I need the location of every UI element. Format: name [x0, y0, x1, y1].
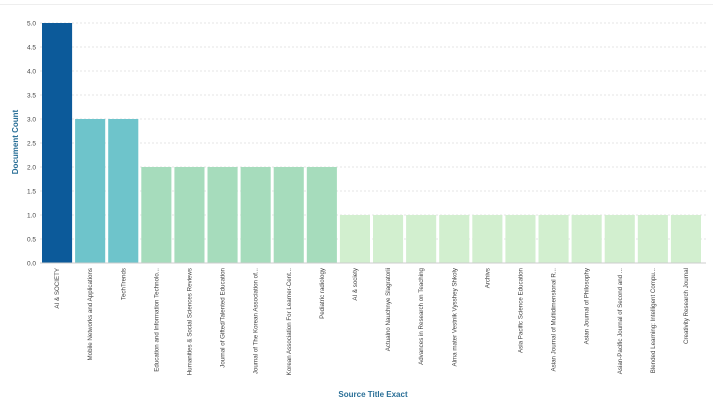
y-tick-label: 2.5 — [27, 141, 36, 148]
bar[interactable] — [42, 23, 73, 263]
x-tick-label: TechTrends — [120, 268, 127, 300]
bar[interactable] — [75, 119, 106, 263]
x-tick-label: Creativity Research Journal — [683, 268, 690, 344]
y-tick-label: 5.0 — [27, 21, 36, 28]
y-tick-label: 0.5 — [27, 237, 36, 244]
y-tick-label: 3.0 — [27, 117, 36, 124]
x-tick-label: Pediatric radiology — [319, 267, 326, 319]
bar[interactable] — [273, 167, 304, 263]
bar[interactable] — [637, 215, 668, 263]
bar[interactable] — [604, 215, 635, 263]
top-divider — [0, 4, 713, 5]
y-tick-label: 4.5 — [27, 45, 36, 52]
bar[interactable] — [439, 215, 470, 263]
y-tick-label: 1.0 — [27, 213, 36, 220]
x-tick-label: Asian Journal of Philosophy — [584, 267, 591, 344]
bar[interactable] — [141, 167, 172, 263]
gridlines — [40, 22, 706, 240]
bar[interactable] — [571, 215, 602, 263]
x-axis-labels: AI & SOCIETY Mobile Networks and Applicat… — [54, 267, 690, 375]
bar[interactable] — [538, 215, 569, 263]
x-tick-label: Archivs — [484, 268, 491, 288]
bar[interactable] — [207, 167, 238, 263]
bar[interactable] — [472, 215, 503, 263]
bars — [42, 23, 701, 263]
bar[interactable] — [505, 215, 536, 263]
x-tick-label: Blended Learning: Intelligent Compu... — [650, 268, 657, 374]
x-tick-label: AI & SOCIETY — [54, 268, 61, 309]
bar[interactable] — [339, 215, 370, 263]
bar[interactable] — [240, 167, 271, 263]
x-tick-label: Asian-Pacific Journal of Second and ... — [617, 268, 624, 375]
x-tick-label: Journal of The Korean Association of... — [253, 268, 260, 374]
y-axis-ticks: 0.0 0.5 1.0 1.5 2.0 2.5 3.0 3.5 4.0 4.5 5.0 — [27, 21, 36, 268]
bar[interactable] — [406, 215, 437, 263]
x-tick-label: Mobile Networks and Applications — [87, 268, 94, 361]
y-axis-title: Document Count — [11, 109, 20, 174]
x-tick-label: Asian Journal of Multidimensional R... — [551, 268, 558, 372]
bar[interactable] — [174, 167, 205, 263]
bar[interactable] — [108, 119, 139, 263]
x-tick-label: Asia Pacific Science Education — [517, 267, 524, 353]
y-tick-label: 2.0 — [27, 165, 36, 172]
x-tick-label: Actualno Nauchnye Slagratorii — [385, 268, 392, 351]
x-tick-label: Alma mater Vestnik Vysshey Shkoly — [451, 267, 458, 366]
x-tick-label: Humanities & Social Sciences Reviews — [186, 268, 193, 375]
x-tick-label: Education and Information Technolo... — [153, 268, 160, 372]
x-tick-label: Korean Association For Learner-Cent... — [286, 268, 293, 376]
bar[interactable] — [373, 215, 404, 263]
x-tick-label: Advances in Research on Teaching — [418, 267, 425, 364]
x-tick-label: AI & society — [352, 267, 359, 301]
bar[interactable] — [306, 167, 337, 263]
y-tick-label: 3.5 — [27, 93, 36, 100]
y-tick-label: 4.0 — [27, 69, 36, 76]
bar[interactable] — [670, 215, 701, 263]
x-axis-title: Source Title Exact — [338, 390, 408, 399]
x-tick-label: Journal of Gifted/Talented Education — [220, 267, 227, 367]
y-tick-label: 1.5 — [27, 189, 36, 196]
y-tick-label: 0.0 — [27, 261, 36, 268]
